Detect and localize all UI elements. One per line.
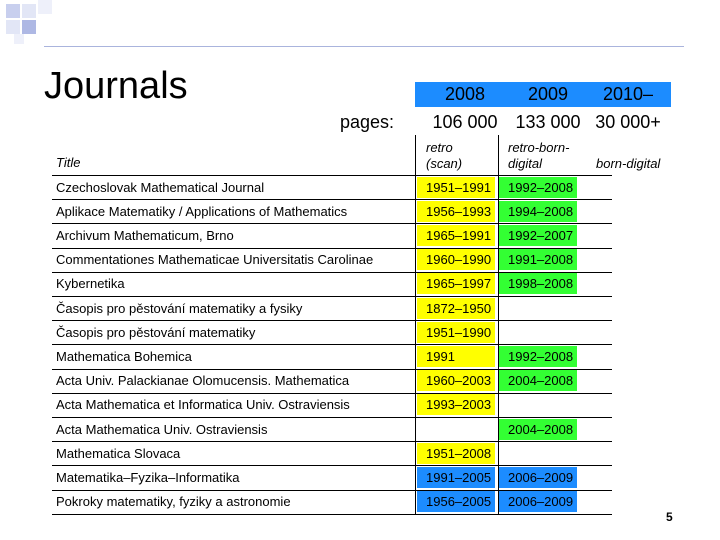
- table-row: Acta Mathematica Univ. Ostraviensis 2004–…: [52, 418, 612, 441]
- table-rule: [52, 199, 612, 201]
- table-row: Mathematica Slovaca 1951–2008: [52, 442, 612, 465]
- journal-title: Archivum Mathematicum, Brno: [56, 227, 234, 243]
- title-rule: [44, 46, 684, 47]
- retro-scan-cell: 1956–1993: [417, 200, 495, 222]
- table-row: Acta Univ. Palackianae Olomucensis. Math…: [52, 369, 612, 392]
- table-rule: [52, 489, 612, 491]
- retro-scan-cell: 1960–1990: [417, 249, 495, 271]
- table-row: Acta Mathematica et Informatica Univ. Os…: [52, 393, 612, 416]
- retro-born-digital-cell: 2004–2008: [499, 418, 577, 440]
- year-2008: 2008: [444, 84, 486, 104]
- table-rule: [52, 441, 612, 443]
- column-header-retro-line2: (scan): [426, 156, 463, 171]
- years-header-band: [415, 82, 671, 107]
- retro-born-digital-cell: [499, 322, 577, 343]
- retro-scan-cell: 1991–2005: [417, 466, 495, 488]
- retro-born-digital-cell: 1992–2008: [499, 345, 577, 367]
- journal-title: Acta Mathematica et Informatica Univ. Os…: [56, 397, 350, 413]
- journal-title: Acta Mathematica Univ. Ostraviensis: [56, 421, 268, 437]
- count-2008: 106 000: [432, 112, 498, 132]
- retro-scan-cell: 1956–2005: [417, 491, 495, 513]
- table-rule: [52, 513, 612, 515]
- table-row: Kybernetika 1965–1997 1998–2008: [52, 272, 612, 295]
- retro-born-digital-cell: 1991–2008: [499, 249, 577, 271]
- corner-squares-decoration: [6, 0, 52, 44]
- column-header-retro-scan: retro (scan): [426, 140, 462, 172]
- retro-scan-cell: 1965–1991: [417, 224, 495, 246]
- retro-scan-cell: 1872–1950: [417, 297, 495, 319]
- table-row: Časopis pro pěstování matematiky a fysik…: [52, 297, 612, 320]
- column-header-born-digital: born-digital: [596, 156, 661, 171]
- retro-born-digital-cell: 1994–2008: [499, 200, 577, 222]
- retro-born-digital-cell: [499, 443, 577, 464]
- column-header-rb-line1: retro-born-: [508, 140, 570, 155]
- year-2010: 2010–: [602, 84, 654, 104]
- retro-scan-cell: 1993–2003: [417, 394, 495, 416]
- table-rule: [52, 392, 612, 394]
- pages-label: pages:: [340, 112, 395, 132]
- count-2009: 133 000: [515, 112, 581, 132]
- table-rule: [52, 344, 612, 346]
- journal-title: Časopis pro pěstování matematiky: [56, 324, 256, 340]
- column-header-retro-born-digital: retro-born- digital: [508, 140, 569, 172]
- table-row: Czechoslovak Mathematical Journal 1951–19…: [52, 176, 612, 199]
- table-row: Commentationes Mathematicae Universitati…: [52, 248, 612, 271]
- year-2009: 2009: [527, 84, 569, 104]
- retro-born-digital-cell: 2006–2009: [499, 466, 577, 488]
- column-divider: [498, 135, 499, 514]
- table-rule: [52, 247, 612, 249]
- journal-title: Pokroky matematiky, fyziky a astronomie: [56, 494, 291, 510]
- retro-born-digital-cell: [499, 298, 577, 319]
- retro-born-digital-cell: 1998–2008: [499, 273, 577, 295]
- table-rule: [52, 320, 612, 322]
- journal-title: Mathematica Slovaca: [56, 445, 181, 461]
- table-row: Mathematica Bohemica 1991 1992–2008: [52, 345, 612, 368]
- retro-born-digital-cell: 1992–2008: [499, 176, 577, 198]
- journal-title: Mathematica Bohemica: [56, 348, 192, 364]
- table-row: Aplikace Matematiky / Applications of Ma…: [52, 200, 612, 223]
- retro-scan-cell: 1991: [417, 345, 495, 367]
- journal-title: Commentationes Mathematicae Universitati…: [56, 252, 374, 268]
- journal-title: Kybernetika: [56, 276, 125, 292]
- retro-born-digital-cell: 2004–2008: [499, 370, 577, 392]
- retro-born-digital-cell: 2006–2009: [499, 491, 577, 513]
- retro-born-digital-cell: 1992–2007: [499, 224, 577, 246]
- table-row: Matematika–Fyzika–Informatika 1991–2005 20…: [52, 466, 612, 489]
- column-header-retro-line1: retro: [426, 140, 453, 155]
- journal-title: Czechoslovak Mathematical Journal: [56, 179, 265, 195]
- retro-scan-cell: 1965–1997: [417, 273, 495, 295]
- journal-title: Acta Univ. Palackianae Olomucensis. Math…: [56, 373, 350, 389]
- column-header-title: Title: [56, 155, 81, 170]
- retro-scan-cell: 1951–2008: [417, 442, 495, 464]
- retro-scan-cell: 1960–2003: [417, 370, 495, 392]
- count-2010: 30 000+: [595, 112, 661, 132]
- retro-born-digital-cell: [499, 394, 577, 415]
- retro-scan-cell: 1951–1990: [417, 321, 495, 343]
- table-rule: [52, 296, 612, 297]
- column-divider: [415, 135, 416, 514]
- table-rule: [52, 175, 612, 176]
- table-rule: [52, 271, 612, 273]
- column-header-rb-line2: digital: [508, 156, 542, 171]
- table-rule: [52, 368, 612, 370]
- table-row: Časopis pro pěstování matematiky 1951–199…: [52, 321, 612, 344]
- page-number: 5: [666, 510, 673, 524]
- retro-scan-cell: 1951–1991: [417, 176, 495, 198]
- journal-title: Aplikace Matematiky / Applications of Ma…: [56, 203, 348, 219]
- table-row: Pokroky matematiky, fyziky a astronomie 1…: [52, 490, 612, 513]
- journal-title: Matematika–Fyzika–Informatika: [56, 469, 240, 485]
- slide-title: Journals: [44, 65, 188, 107]
- retro-scan-cell: [417, 419, 495, 440]
- table-rule: [52, 465, 612, 467]
- journal-title: Časopis pro pěstování matematiky a fysik…: [56, 300, 303, 316]
- table-row: Archivum Mathematicum, Brno 1965–1991 1992…: [52, 224, 612, 247]
- table-rule: [52, 223, 612, 225]
- table-rule: [52, 417, 612, 418]
